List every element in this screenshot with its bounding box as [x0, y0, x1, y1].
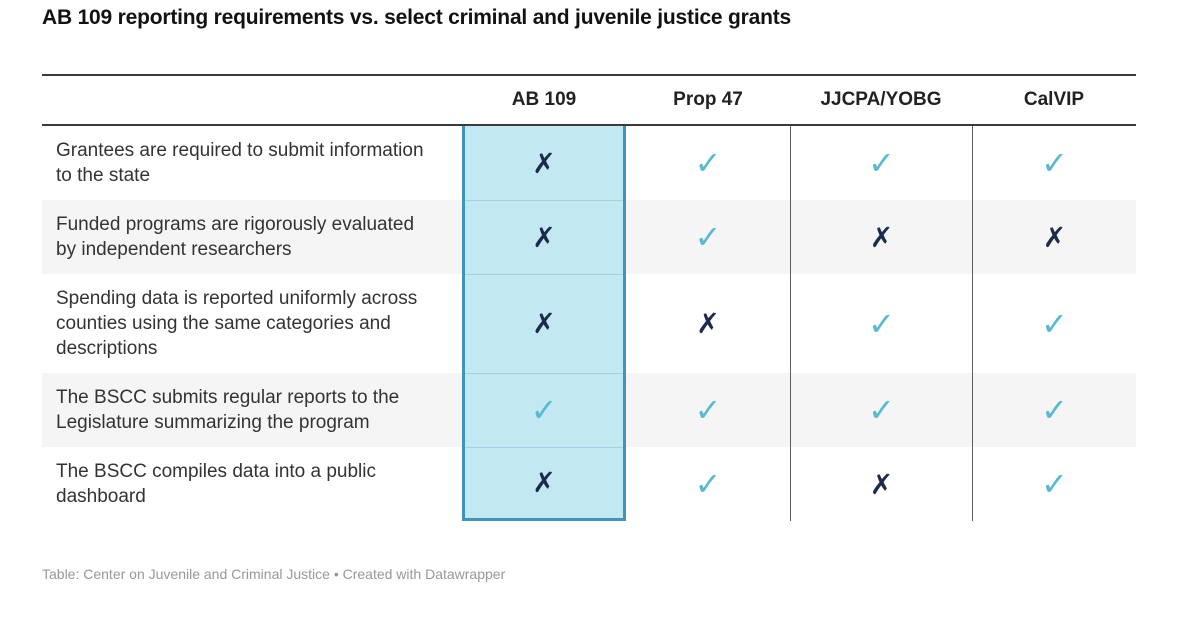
value-cell-calvip: ✓ [972, 373, 1136, 447]
row-label: The BSCC compiles data into a public das… [56, 461, 376, 507]
table-row: Funded programs are rigorously evaluated… [42, 200, 1136, 274]
value-cell-jjcpa-yobg: ✓ [790, 274, 972, 373]
table-header-row: AB 109 Prop 47 JJCPA/YOBG CalVIP [42, 74, 1136, 126]
row-label: Funded programs are rigorously evaluated… [56, 214, 415, 260]
cross-icon: ✗ [532, 220, 556, 254]
check-icon: ✓ [868, 144, 895, 182]
value-cell-jjcpa-yobg: ✓ [790, 373, 972, 447]
value-cell-prop-47: ✓ [626, 200, 790, 274]
value-cell-ab-109: ✗ [462, 126, 626, 200]
check-icon: ✓ [1041, 304, 1068, 343]
value-cell-prop-47: ✓ [626, 373, 790, 447]
check-icon: ✓ [694, 144, 722, 182]
value-cell-jjcpa-yobg: ✗ [790, 200, 972, 274]
value-cell-prop-47: ✓ [626, 126, 790, 200]
row-label-column-header [42, 76, 462, 124]
row-label: Grantees are required to submit informat… [56, 140, 424, 186]
row-label: Spending data is reported uniformly acro… [56, 288, 418, 359]
value-cell-ab-109: ✓ [462, 373, 626, 447]
table-row: The BSCC compiles data into a public das… [42, 447, 1136, 521]
check-icon: ✓ [868, 304, 895, 343]
value-cell-prop-47: ✓ [626, 447, 790, 521]
check-icon: ✓ [694, 218, 722, 256]
attribution-line: Table: Center on Juvenile and Criminal J… [42, 566, 506, 582]
check-icon: ✓ [1041, 391, 1068, 429]
column-header-ab-109: AB 109 [511, 89, 577, 110]
cross-icon: ✗ [1042, 220, 1067, 254]
cross-icon: ✗ [532, 146, 556, 180]
value-cell-ab-109: ✗ [462, 447, 626, 521]
check-icon: ✓ [530, 391, 558, 429]
comparison-table: AB 109 Prop 47 JJCPA/YOBG CalVIP Grantees a… [42, 74, 1136, 521]
table-row: Grantees are required to submit informat… [42, 126, 1136, 200]
column-header-prop-47: Prop 47 [673, 89, 743, 110]
cross-icon: ✗ [869, 467, 894, 501]
check-icon: ✓ [868, 391, 895, 429]
check-icon: ✓ [694, 465, 722, 503]
value-cell-calvip: ✓ [972, 274, 1136, 373]
value-cell-calvip: ✓ [972, 126, 1136, 200]
value-cell-jjcpa-yobg: ✓ [790, 126, 972, 200]
column-header-jjcpa-yobg: JJCPA/YOBG [820, 89, 942, 110]
chart-title: AB 109 reporting requirements vs. select… [42, 6, 792, 29]
check-icon: ✓ [694, 391, 722, 429]
cross-icon: ✗ [532, 307, 556, 340]
value-cell-calvip: ✓ [972, 447, 1136, 521]
table-row: The BSCC submits regular reports to the … [42, 373, 1136, 447]
value-cell-ab-109: ✗ [462, 274, 626, 373]
check-icon: ✓ [1041, 465, 1068, 503]
column-header-calvip: CalVIP [1023, 89, 1085, 110]
row-label: The BSCC submits regular reports to the … [56, 387, 400, 433]
cross-icon: ✗ [696, 307, 720, 340]
value-cell-prop-47: ✗ [626, 274, 790, 373]
value-cell-jjcpa-yobg: ✗ [790, 447, 972, 521]
table-body: Grantees are required to submit informat… [42, 126, 1136, 521]
cross-icon: ✗ [532, 466, 556, 499]
table-row: Spending data is reported uniformly acro… [42, 274, 1136, 373]
value-cell-calvip: ✗ [972, 200, 1136, 274]
cross-icon: ✗ [869, 220, 894, 254]
check-icon: ✓ [1041, 144, 1068, 182]
value-cell-ab-109: ✗ [462, 200, 626, 274]
